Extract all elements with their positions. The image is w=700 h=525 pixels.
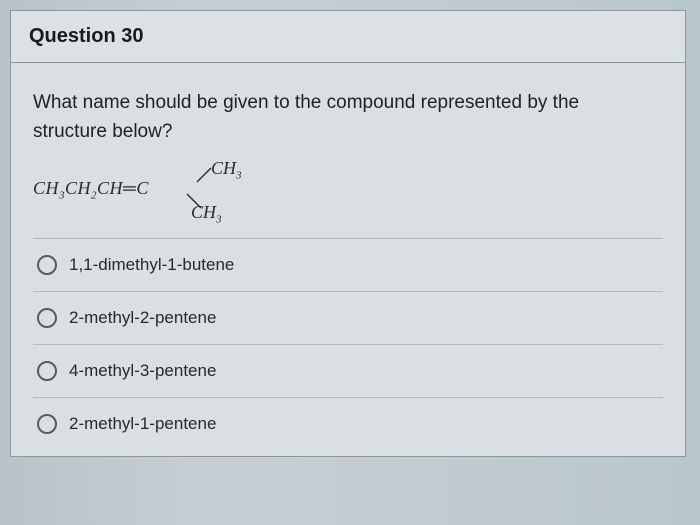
option-label: 2-methyl-2-pentene — [69, 308, 659, 328]
structure-main-chain: CH3CH2CH═C — [33, 178, 149, 202]
frag-top-ch: CH — [211, 158, 236, 178]
frag-ch: CH — [33, 178, 59, 198]
chemical-structure: CH3CH2CH═C CH3 CH3 — [33, 152, 333, 228]
frag-bot-ch: CH — [191, 202, 216, 222]
option-row[interactable]: 4-methyl-3-pentene — [33, 345, 663, 398]
structure-bottom-group: CH3 — [191, 202, 222, 226]
answer-options: 1,1-dimethyl-1-butene 2-methyl-2-pentene… — [33, 238, 663, 450]
option-label: 2-methyl-1-pentene — [69, 414, 659, 434]
option-row[interactable]: 2-methyl-2-pentene — [33, 292, 663, 345]
frag-double-bond: ═ — [123, 178, 136, 198]
question-header: Question 30 — [11, 11, 685, 63]
radio-icon[interactable] — [37, 361, 57, 381]
frag-top-sub: 3 — [236, 170, 242, 182]
frag-c: C — [136, 178, 149, 198]
frag-bot-sub: 3 — [216, 214, 222, 226]
question-stem: What name should be given to the compoun… — [33, 89, 663, 146]
radio-icon[interactable] — [37, 255, 57, 275]
radio-icon[interactable] — [37, 308, 57, 328]
frag-ch3: CH — [97, 178, 123, 198]
option-row[interactable]: 1,1-dimethyl-1-butene — [33, 239, 663, 292]
question-body: What name should be given to the compoun… — [11, 63, 685, 456]
option-label: 4-methyl-3-pentene — [69, 361, 659, 381]
option-label: 1,1-dimethyl-1-butene — [69, 255, 659, 275]
option-row[interactable]: 2-methyl-1-pentene — [33, 398, 663, 450]
structure-top-group: CH3 — [211, 158, 242, 182]
radio-icon[interactable] — [37, 414, 57, 434]
stem-line-2: structure below? — [33, 121, 172, 142]
frag-ch2: CH — [65, 178, 91, 198]
question-card: Question 30 What name should be given to… — [10, 10, 686, 457]
question-number: Question 30 — [29, 25, 143, 47]
quiz-screen: Question 30 What name should be given to… — [0, 0, 700, 525]
stem-line-1: What name should be given to the compoun… — [33, 92, 579, 113]
